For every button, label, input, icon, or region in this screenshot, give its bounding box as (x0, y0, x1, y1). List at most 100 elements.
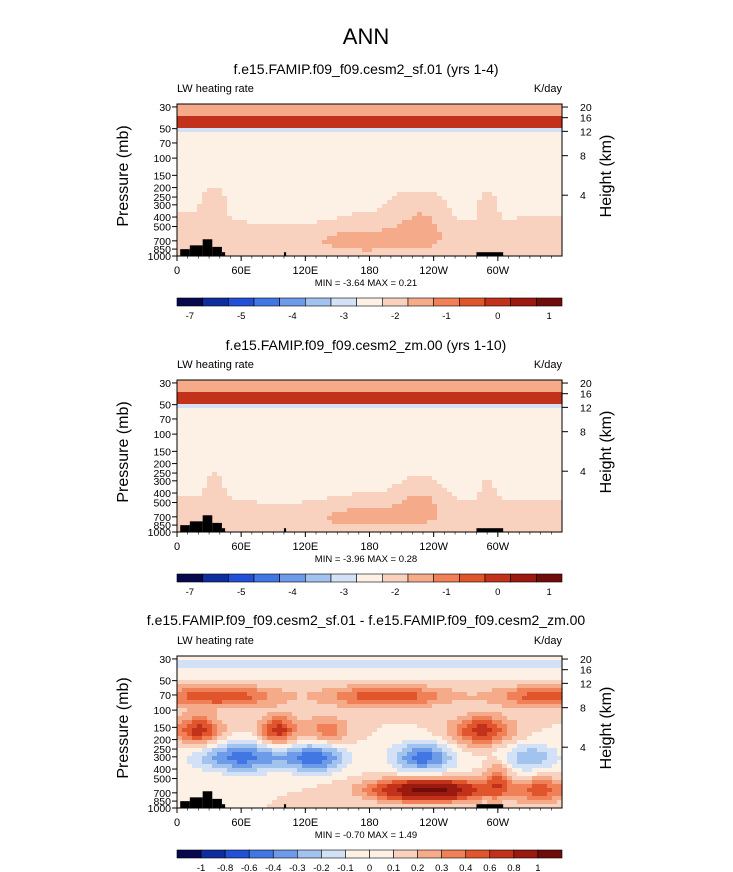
field-cell (532, 424, 538, 429)
field-cell (287, 460, 293, 465)
field-cell (387, 412, 393, 417)
field-cell (297, 172, 303, 177)
field-cell (357, 464, 363, 469)
field-cell (412, 216, 418, 221)
field-cell (462, 460, 468, 465)
field-cell (482, 208, 488, 213)
field-cell (347, 380, 353, 385)
field-cell (342, 384, 348, 389)
field-cell (492, 412, 498, 417)
field-cell (292, 420, 298, 425)
field-cell (302, 380, 308, 385)
field-cell (282, 404, 288, 409)
field-cell (327, 212, 333, 217)
field-cell (302, 168, 308, 173)
field-cell (222, 400, 228, 405)
field-cell (237, 472, 243, 477)
field-cell (517, 180, 523, 185)
field-cell (312, 408, 318, 413)
field-cell (187, 184, 193, 189)
field-cell (412, 228, 418, 233)
field-cell (182, 180, 188, 185)
field-cell (457, 388, 463, 393)
field-cell (292, 160, 298, 165)
field-cell (212, 244, 218, 249)
field-cell (487, 124, 493, 129)
field-cell (232, 416, 238, 421)
land-block (180, 249, 190, 256)
field-cell (287, 184, 293, 189)
field-cell (447, 152, 453, 157)
field-cell (382, 440, 388, 445)
field-cell (422, 212, 428, 217)
field-cell (307, 220, 313, 225)
field-cell (257, 412, 263, 417)
field-cell (502, 148, 508, 153)
field-cell (252, 144, 258, 149)
field-cell (332, 204, 338, 209)
field-cell (372, 452, 378, 457)
field-cell (362, 208, 368, 213)
field-cell (297, 236, 303, 241)
field-cell (407, 156, 413, 161)
field-cell (317, 460, 323, 465)
field-cell (302, 200, 308, 205)
field-cell (417, 420, 423, 425)
field-cell (247, 476, 253, 481)
field-cell (277, 156, 283, 161)
field-cell (267, 116, 273, 121)
field-cell (487, 192, 493, 197)
field-cell (262, 184, 268, 189)
field-cell (362, 252, 368, 257)
field-cell (292, 444, 298, 449)
field-cell (542, 468, 548, 473)
field-cell (292, 228, 298, 233)
field-cell (387, 132, 393, 137)
field-cell (402, 120, 408, 125)
field-cell (357, 396, 363, 401)
field-cell (447, 244, 453, 249)
field-cell (472, 140, 478, 145)
field-cell (502, 424, 508, 429)
field-cell (302, 104, 308, 109)
field-cell (227, 124, 233, 129)
field-cell (332, 236, 338, 241)
field-cell (392, 412, 398, 417)
field-cell (252, 388, 258, 393)
field-cell (422, 140, 428, 145)
field-cell (177, 200, 183, 205)
field-cell (347, 424, 353, 429)
field-cell (397, 460, 403, 465)
field-cell (287, 248, 293, 253)
field-cell (367, 180, 373, 185)
field-cell (407, 164, 413, 169)
field-cell (372, 144, 378, 149)
field-cell (507, 208, 513, 213)
field-cell (407, 388, 413, 393)
field-cell (292, 204, 298, 209)
field-cell (282, 192, 288, 197)
field-cell (507, 200, 513, 205)
field-cell (267, 152, 273, 157)
field-cell (252, 172, 258, 177)
field-cell (477, 148, 483, 153)
field-cell (217, 180, 223, 185)
field-cell (387, 180, 393, 185)
field-cell (332, 176, 338, 181)
field-cell (237, 212, 243, 217)
field-cell (272, 128, 278, 133)
field-cell (272, 424, 278, 429)
field-cell (477, 208, 483, 213)
field-cell (347, 204, 353, 209)
field-cell (247, 384, 253, 389)
field-cell (412, 116, 418, 121)
field-cell (457, 104, 463, 109)
field-cell (557, 412, 563, 417)
field-cell (432, 168, 438, 173)
field-cell (437, 164, 443, 169)
field-cell (397, 180, 403, 185)
field-cell (277, 240, 283, 245)
field-cell (487, 232, 493, 237)
field-cell (512, 408, 518, 413)
field-cell (442, 184, 448, 189)
